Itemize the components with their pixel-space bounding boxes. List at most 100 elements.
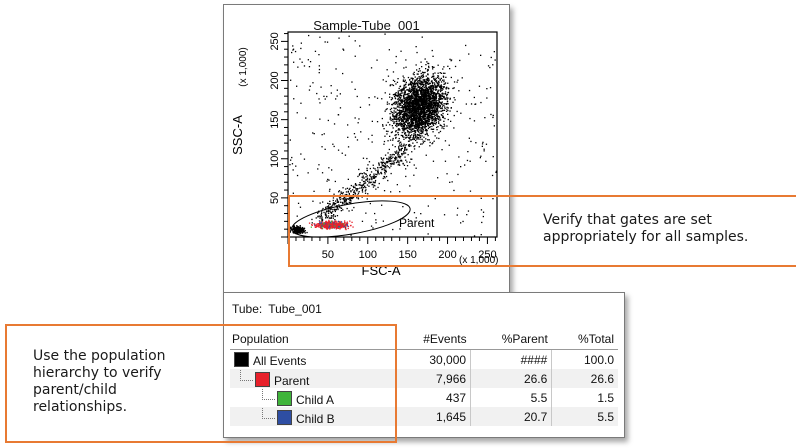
table-row-all-events[interactable]: All Events 30,000 #### 100.0	[230, 349, 618, 369]
event-dot	[383, 190, 386, 192]
event-dot	[427, 89, 429, 91]
event-dot	[432, 104, 434, 106]
event-dot	[431, 116, 434, 118]
col-population[interactable]: Population	[230, 329, 394, 350]
population-table[interactable]: Population #Events %Parent %Total All Ev…	[230, 329, 618, 426]
col-events[interactable]: #Events	[393, 329, 471, 350]
event-dot	[432, 119, 434, 122]
event-dot	[432, 131, 434, 133]
event-dot	[293, 227, 295, 229]
event-dot	[420, 76, 422, 78]
dot-plot-window[interactable]: Sample-Tube_001 Parent 50 100 150 200 250 50…	[223, 4, 510, 294]
event-dot	[426, 123, 429, 125]
col-total[interactable]: %Total	[551, 329, 618, 350]
event-dot	[332, 197, 335, 199]
col-parent[interactable]: %Parent	[470, 329, 552, 350]
event-dot	[430, 85, 432, 87]
event-dot	[438, 103, 440, 106]
event-dot	[427, 62, 429, 65]
table-row-child-b[interactable]: Child B 1,645 20.7 5.5	[230, 407, 618, 426]
event-dot	[394, 157, 396, 159]
population-hierarchy-window[interactable]: Tube: Tube_001 Population #Events %Parent…	[223, 292, 625, 438]
event-dot	[445, 110, 448, 112]
event-dot	[402, 126, 404, 128]
event-dot	[409, 81, 412, 83]
event-dot	[290, 227, 292, 229]
event-dot	[421, 135, 423, 137]
event-dot	[481, 145, 483, 147]
event-dot	[403, 96, 405, 98]
events-cell: 7,966	[393, 369, 472, 388]
event-dot	[413, 133, 415, 135]
event-dot	[361, 189, 363, 192]
event-dot	[428, 82, 430, 84]
event-dot	[446, 101, 449, 103]
event-dot	[341, 201, 343, 204]
event-dot	[354, 193, 357, 195]
x-tick-label: 250	[478, 249, 496, 261]
event-dot	[408, 101, 410, 103]
event-dot	[442, 95, 444, 97]
gate-event-dot	[331, 223, 333, 225]
event-dot	[387, 152, 389, 154]
event-dot	[436, 129, 438, 131]
event-dot	[436, 89, 438, 91]
event-dot	[380, 161, 382, 163]
event-dot	[416, 73, 418, 75]
event-dot	[392, 120, 394, 122]
event-dot	[419, 96, 421, 98]
event-dot	[415, 105, 417, 107]
event-dot	[422, 123, 424, 126]
event-dot	[397, 109, 399, 112]
event-dot	[412, 89, 415, 91]
event-dot	[411, 100, 413, 102]
event-dot	[431, 76, 433, 78]
gate-event-dot	[308, 222, 311, 224]
event-dot	[391, 97, 393, 99]
event-dot	[433, 92, 435, 94]
event-dot	[424, 108, 426, 110]
event-dot	[361, 186, 363, 188]
event-dot	[337, 201, 340, 203]
event-dot	[419, 105, 421, 107]
parent-gate[interactable]	[289, 194, 412, 244]
event-dot	[407, 101, 409, 103]
gate-event-dot	[329, 221, 332, 224]
gate-event-dot	[320, 225, 322, 228]
event-dot	[414, 121, 416, 123]
event-dot	[431, 104, 433, 106]
event-dot	[421, 138, 423, 140]
event-dot	[421, 101, 423, 103]
event-dot	[432, 118, 434, 120]
gate-callout-box	[288, 195, 796, 267]
event-dot	[429, 123, 431, 125]
event-dot	[466, 159, 469, 162]
event-dot	[400, 104, 402, 106]
event-dot	[411, 77, 413, 79]
event-dot	[432, 113, 434, 115]
event-dot	[434, 104, 436, 106]
event-dot	[385, 170, 387, 172]
event-dot	[367, 138, 370, 140]
event-dot	[353, 191, 355, 193]
event-dot	[419, 135, 421, 137]
event-dot	[367, 164, 369, 166]
event-dot	[422, 79, 424, 81]
event-dot	[407, 95, 409, 97]
event-dot	[403, 127, 406, 129]
event-dot	[445, 87, 447, 89]
event-dot	[440, 88, 442, 90]
event-dot	[405, 134, 407, 137]
table-row-child-a[interactable]: Child A 437 5.5 1.5	[230, 388, 618, 407]
event-dot	[431, 97, 433, 99]
table-row-parent[interactable]: Parent 7,966 26.6 26.6	[230, 369, 618, 388]
event-dot	[424, 122, 426, 124]
event-dot	[415, 217, 417, 219]
event-dot	[480, 197, 482, 199]
gate-event-dot	[332, 224, 334, 226]
event-dot	[364, 180, 366, 183]
event-dot	[417, 93, 419, 95]
event-dot	[420, 77, 422, 80]
event-dot	[486, 97, 488, 99]
